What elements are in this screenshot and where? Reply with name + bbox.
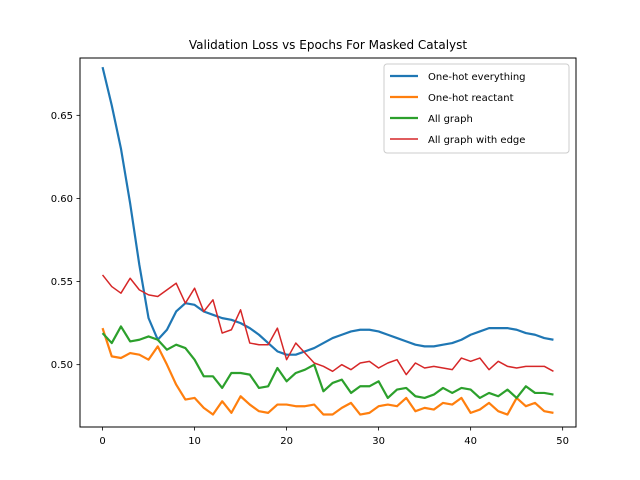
x-tick-label: 20 — [280, 436, 293, 447]
y-tick-label: 0.65 — [51, 111, 73, 122]
x-tick-label: 0 — [99, 436, 105, 447]
x-tick-label: 40 — [464, 436, 477, 447]
legend-label: One-hot reactant — [428, 93, 514, 104]
series-line-3 — [101, 325, 554, 400]
series-line-1 — [101, 66, 554, 356]
legend-label: All graph — [428, 114, 473, 125]
plot-frame — [79, 57, 577, 428]
x-tick-label: 10 — [188, 436, 201, 447]
legend-label: One-hot everything — [428, 72, 526, 83]
plot-lines — [101, 66, 554, 416]
y-tick-label: 0.60 — [51, 194, 73, 205]
x-tick-label: 30 — [372, 436, 385, 447]
y-tick-label: 0.55 — [51, 277, 73, 288]
legend: One-hot everything One-hot reactant All gr… — [383, 63, 570, 154]
series-line-2 — [101, 327, 554, 416]
y-axis: 0.50 0.55 0.60 0.65 — [51, 111, 80, 371]
x-tick-label: 50 — [556, 436, 569, 447]
chart-title: Validation Loss vs Epochs For Masked Cat… — [189, 38, 468, 52]
y-tick-label: 0.50 — [51, 360, 73, 371]
legend-box — [383, 63, 570, 154]
x-axis: 0 10 20 30 40 50 — [99, 427, 569, 447]
legend-label: All graph with edge — [428, 135, 525, 146]
series-line-4 — [101, 274, 554, 376]
